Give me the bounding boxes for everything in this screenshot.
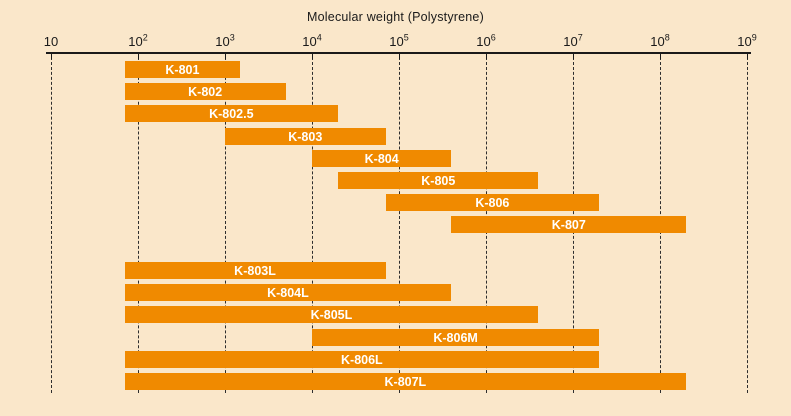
range-bar-k-803: K-803 bbox=[225, 128, 386, 145]
x-axis-tick-mark bbox=[138, 53, 140, 59]
range-bar-k-807l: K-807L bbox=[124, 373, 687, 390]
x-axis-tick-mark bbox=[312, 53, 314, 59]
gridline-10e1 bbox=[51, 57, 52, 393]
range-bar-k-802: K-802 bbox=[124, 83, 286, 100]
x-axis-tick-label-10e6: 106 bbox=[476, 32, 496, 49]
bar-label: K-801 bbox=[165, 62, 200, 77]
bar-label: K-804 bbox=[364, 151, 399, 166]
x-axis-tick-mark bbox=[225, 53, 227, 59]
range-bar-k-805l: K-805L bbox=[124, 306, 539, 323]
x-axis-tick-label-10e1: 10 bbox=[43, 34, 59, 49]
x-axis-tick-mark bbox=[660, 53, 662, 59]
x-axis-tick-label-10e2: 102 bbox=[128, 32, 148, 49]
x-axis-tick-mark bbox=[399, 53, 401, 59]
range-bar-k-806: K-806 bbox=[385, 194, 600, 211]
x-axis-tick-label-10e3: 103 bbox=[215, 32, 235, 49]
range-bar-k-805: K-805 bbox=[338, 172, 539, 189]
gridline-10e2 bbox=[138, 57, 139, 393]
range-bar-k-801: K-801 bbox=[124, 61, 241, 78]
x-axis-tick-label-10e7: 107 bbox=[563, 32, 583, 49]
range-bar-k-806m: K-806M bbox=[312, 329, 600, 346]
bar-label: K-802 bbox=[188, 84, 223, 99]
range-bar-k-804l: K-804L bbox=[124, 284, 452, 301]
range-bar-k-806l: K-806L bbox=[124, 351, 600, 368]
bar-label: K-806M bbox=[433, 330, 478, 345]
x-axis-tick-label-10e5: 105 bbox=[389, 32, 409, 49]
gridline-10e9 bbox=[747, 57, 748, 393]
x-axis-tick-mark bbox=[51, 53, 53, 59]
range-bar-k-804: K-804 bbox=[312, 150, 452, 167]
bar-label: K-802.5 bbox=[209, 106, 254, 121]
bar-label: K-807L bbox=[384, 374, 427, 389]
gridline-10e5 bbox=[399, 57, 400, 393]
bar-label: K-806L bbox=[341, 352, 383, 367]
bar-label: K-804L bbox=[267, 285, 309, 300]
bar-label: K-807 bbox=[551, 217, 586, 232]
x-axis-tick-mark bbox=[486, 53, 488, 59]
range-bar-k-807: K-807 bbox=[451, 216, 687, 233]
x-axis-tick-mark bbox=[573, 53, 575, 59]
bar-label: K-806 bbox=[475, 195, 510, 210]
x-axis-tick-mark bbox=[747, 53, 749, 59]
chart-title: Molecular weight (Polystyrene) bbox=[307, 10, 484, 24]
x-axis-tick-label-10e9: 109 bbox=[737, 32, 757, 49]
bar-label: K-803L bbox=[234, 263, 276, 278]
x-axis-tick-label-10e8: 108 bbox=[650, 32, 670, 49]
range-bar-k-803l: K-803L bbox=[124, 262, 386, 279]
gridline-10e3 bbox=[225, 57, 226, 393]
bar-label: K-805L bbox=[310, 307, 353, 322]
bar-label: K-803 bbox=[288, 129, 323, 144]
bar-label: K-805 bbox=[421, 173, 456, 188]
gridline-10e4 bbox=[312, 57, 313, 393]
range-bar-k-802-5: K-802.5 bbox=[124, 105, 339, 122]
x-axis-line bbox=[46, 52, 751, 54]
x-axis-tick-label-10e4: 104 bbox=[302, 32, 322, 49]
